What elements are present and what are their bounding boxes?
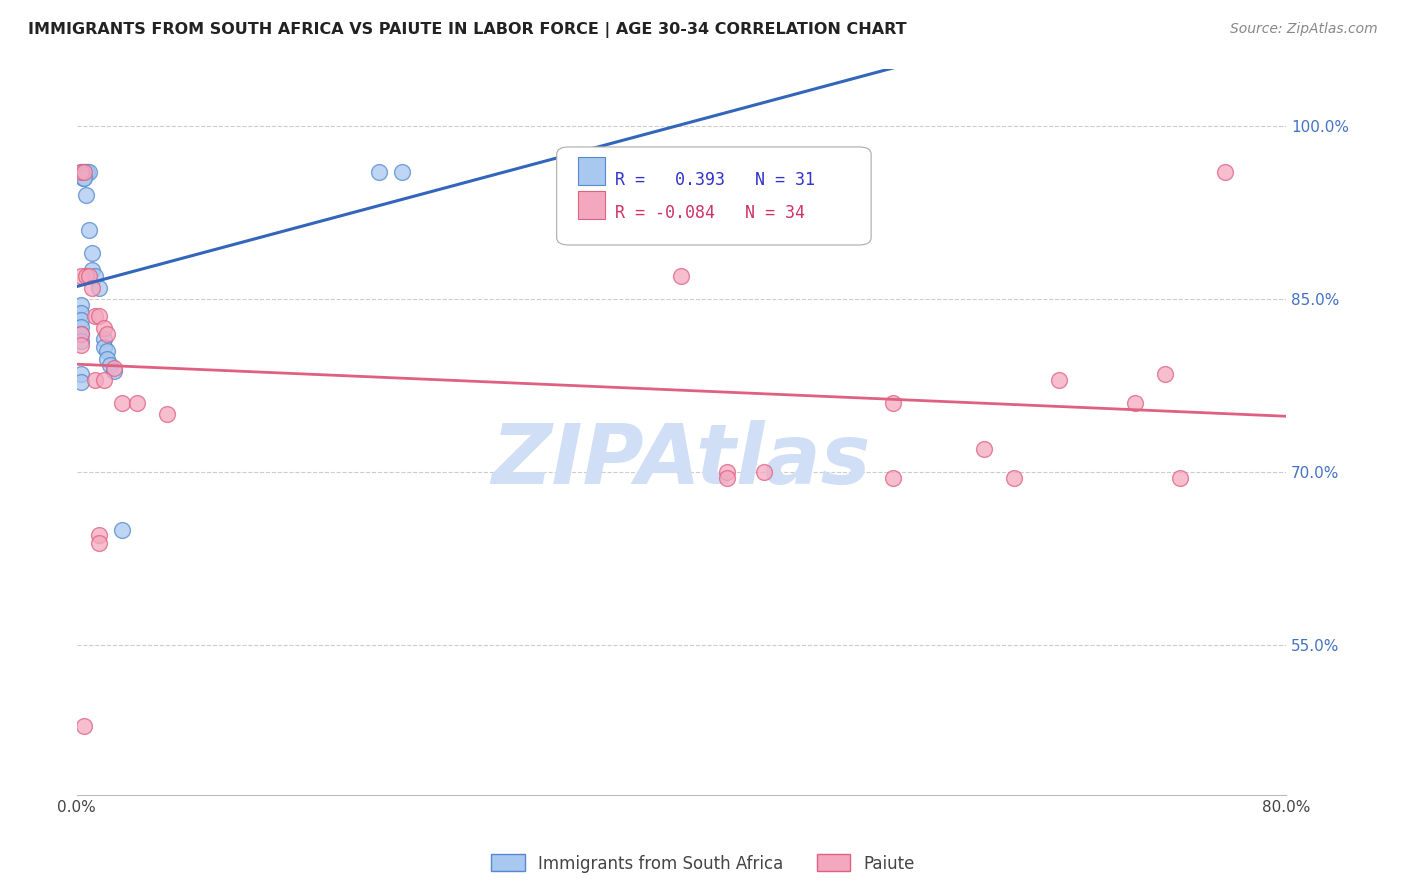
Point (156, 407, 179, 421)
Point (72, 171, 94, 186)
Point (75, 165, 97, 179)
Point (72, 165, 94, 179)
Point (70, 165, 93, 179)
Point (96, 351, 118, 366)
Point (96, 343, 118, 358)
Text: IMMIGRANTS FROM SOUTH AFRICA VS PAIUTE IN LABOR FORCE | AGE 30-34 CORRELATION CH: IMMIGRANTS FROM SOUTH AFRICA VS PAIUTE I… (28, 22, 907, 38)
Point (103, 361, 125, 376)
Point (77, 223, 100, 237)
FancyBboxPatch shape (557, 147, 872, 245)
Point (93, 332, 115, 346)
Text: R = -0.084   N = 34: R = -0.084 N = 34 (614, 204, 804, 222)
Point (111, 396, 134, 410)
Point (367, 165, 389, 179)
Bar (578, 191, 605, 219)
Text: ZIPAtlas: ZIPAtlas (492, 420, 870, 501)
Point (1002, 471, 1025, 485)
Text: Source: ZipAtlas.com: Source: ZipAtlas.com (1230, 22, 1378, 37)
Point (75, 268, 97, 283)
Point (70, 298, 93, 312)
Point (1215, 165, 1237, 179)
Point (77, 268, 100, 283)
Point (80, 263, 103, 277)
Point (716, 465, 738, 479)
Point (75, 188, 97, 202)
Point (93, 341, 115, 355)
Point (89, 280, 111, 294)
Point (73, 165, 96, 179)
Point (89, 536, 111, 550)
Point (70, 306, 93, 320)
Point (70, 319, 93, 334)
Point (96, 326, 118, 341)
Point (70, 313, 93, 327)
Point (83, 310, 105, 324)
Point (973, 442, 995, 456)
Point (111, 523, 134, 537)
Point (1123, 396, 1146, 410)
Point (89, 310, 111, 324)
Point (98, 358, 121, 372)
Point (80, 246, 103, 260)
Point (882, 396, 904, 410)
Point (77, 165, 100, 179)
Bar (578, 157, 605, 185)
Point (882, 471, 904, 485)
Point (391, 165, 413, 179)
Point (125, 396, 148, 410)
Point (83, 373, 105, 387)
Point (83, 268, 105, 283)
Point (80, 280, 103, 294)
Point (1154, 367, 1177, 381)
Point (70, 326, 93, 341)
Point (70, 268, 93, 283)
Point (89, 528, 111, 542)
Point (754, 465, 776, 479)
Point (716, 471, 738, 485)
Point (73, 718, 96, 732)
Point (76, 165, 98, 179)
Point (1047, 373, 1070, 387)
Point (93, 321, 115, 335)
Point (671, 268, 693, 283)
Point (70, 165, 93, 179)
Point (70, 326, 93, 341)
Text: R =   0.393   N = 31: R = 0.393 N = 31 (614, 171, 814, 189)
Point (73, 165, 96, 179)
Point (1168, 471, 1191, 485)
Point (103, 363, 125, 377)
Point (70, 334, 93, 348)
Point (70, 375, 93, 389)
Point (70, 338, 93, 352)
Point (70, 367, 93, 381)
Point (73, 171, 96, 186)
Legend: Immigrants from South Africa, Paiute: Immigrants from South Africa, Paiute (485, 847, 921, 880)
Point (93, 373, 115, 387)
